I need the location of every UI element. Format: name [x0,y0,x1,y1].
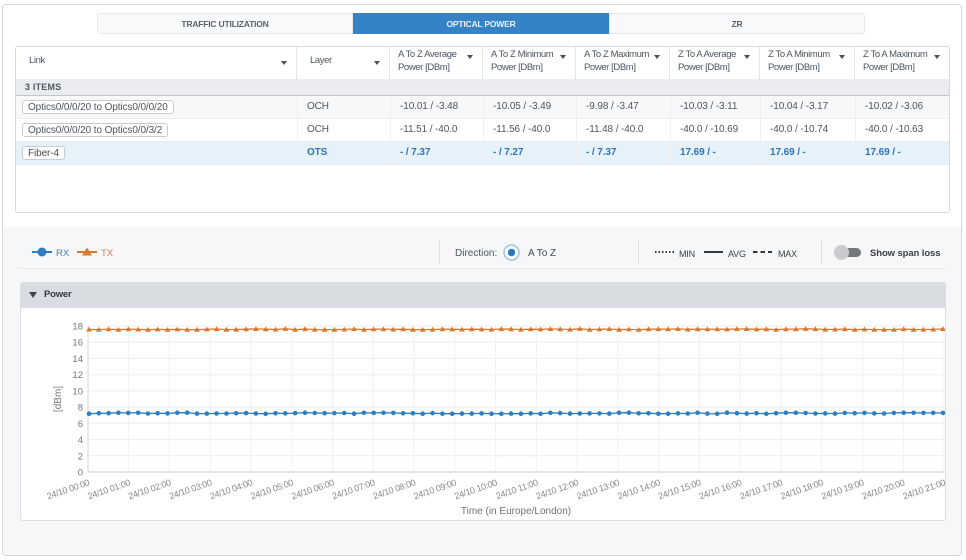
svg-text:6: 6 [78,419,83,430]
svg-text:24/10 01:00: 24/10 01:00 [86,477,131,501]
svg-text:24/10 02:00: 24/10 02:00 [127,477,172,501]
svg-text:Time (in Europe/London): Time (in Europe/London) [461,506,571,517]
svg-text:0: 0 [78,468,83,479]
svg-text:24/10 04:00: 24/10 04:00 [209,477,254,501]
svg-text:24/10 19:00: 24/10 19:00 [820,477,865,501]
svg-text:24/10 09:00: 24/10 09:00 [412,477,457,501]
svg-text:24/10 08:00: 24/10 08:00 [372,477,417,501]
svg-text:12: 12 [72,370,83,381]
svg-text:24/10 10:00: 24/10 10:00 [453,477,498,501]
svg-text:2: 2 [78,451,83,462]
svg-text:24/10 17:00: 24/10 17:00 [739,477,784,501]
svg-text:24/10 21:00: 24/10 21:00 [902,477,945,501]
svg-text:8: 8 [78,403,83,414]
svg-text:24/10 12:00: 24/10 12:00 [535,477,580,501]
svg-text:24/10 14:00: 24/10 14:00 [616,477,661,501]
svg-text:24/10 20:00: 24/10 20:00 [861,477,906,501]
svg-text:10: 10 [72,386,83,397]
svg-text:24/10 13:00: 24/10 13:00 [575,477,620,501]
svg-text:4: 4 [78,435,83,446]
svg-text:24/10 18:00: 24/10 18:00 [779,477,824,501]
svg-text:14: 14 [72,354,83,365]
svg-text:24/10 07:00: 24/10 07:00 [331,477,376,501]
svg-text:18: 18 [72,322,83,333]
svg-text:24/10 16:00: 24/10 16:00 [698,477,743,501]
svg-text:24/10 00:00: 24/10 00:00 [46,477,91,501]
svg-text:24/10 05:00: 24/10 05:00 [249,477,294,501]
svg-text:24/10 15:00: 24/10 15:00 [657,477,702,501]
svg-text:24/10 06:00: 24/10 06:00 [290,477,335,501]
svg-text:24/10 11:00: 24/10 11:00 [495,477,540,501]
svg-text:24/10 03:00: 24/10 03:00 [168,477,213,501]
svg-text:[dBm]: [dBm] [53,386,64,412]
svg-text:16: 16 [72,338,83,349]
